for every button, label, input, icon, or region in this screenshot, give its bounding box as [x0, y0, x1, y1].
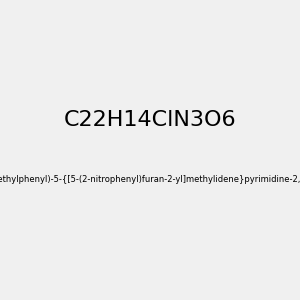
- Text: C22H14ClN3O6: C22H14ClN3O6: [64, 110, 236, 130]
- Text: (5E)-1-(3-chloro-4-methylphenyl)-5-{[5-(2-nitrophenyl)furan-2-yl]methylidene}pyr: (5E)-1-(3-chloro-4-methylphenyl)-5-{[5-(…: [0, 176, 300, 184]
